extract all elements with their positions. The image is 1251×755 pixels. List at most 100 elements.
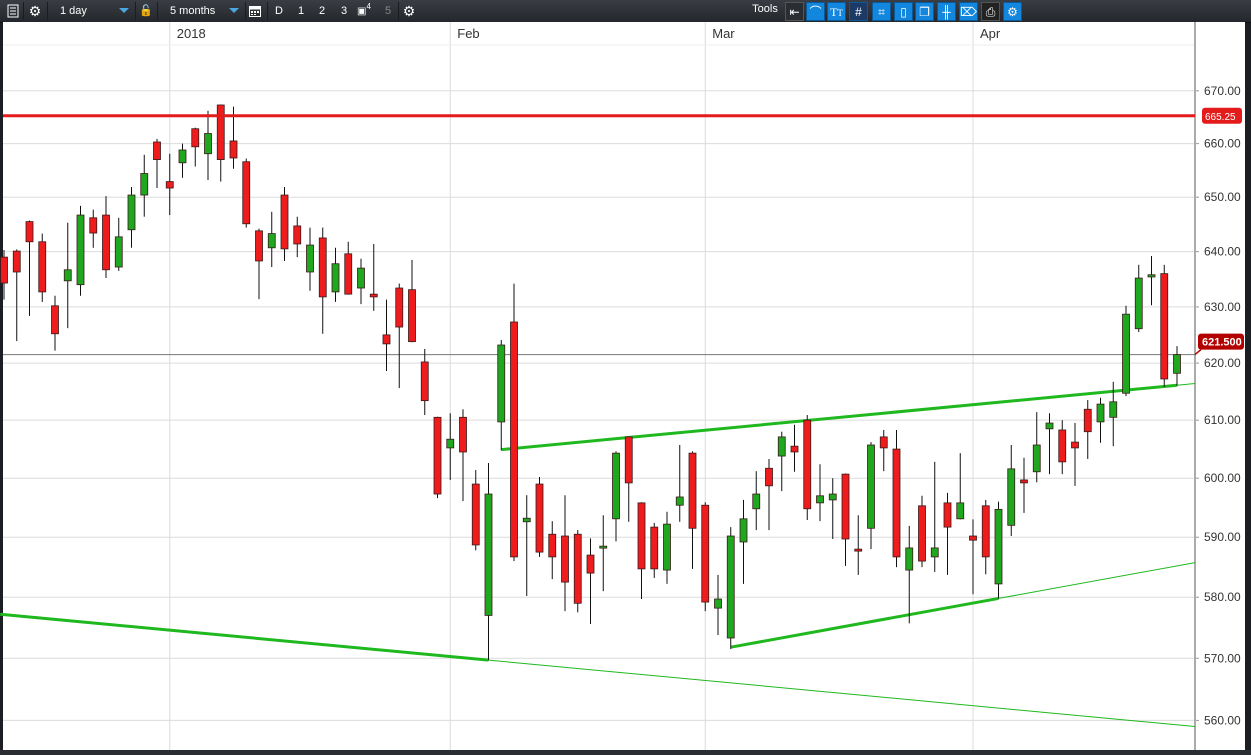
candle-body-up [522,517,531,523]
candle [548,521,557,580]
candle [1122,305,1130,397]
text-icon[interactable]: TT [827,2,846,21]
tag-icon[interactable]: ⌦ [959,2,978,21]
grid-icon[interactable]: # [849,2,868,21]
layers-icon[interactable]: ❐ [915,2,934,21]
candle-body-down [1020,479,1028,484]
candle-body-down [408,289,416,343]
candle [382,299,391,372]
horizontal-line-label: 665.25 [1205,112,1236,123]
candle-body-up [956,502,965,520]
candle-body-down [25,221,34,243]
chevron-down-icon[interactable] [229,8,239,13]
candle [433,416,442,499]
candlestick-chart[interactable]: 670.00 660.00 650.00 640.00 630.00 620.00 610.… [0,22,1251,750]
candle [102,196,110,279]
candle-body-up [140,173,149,196]
candle [63,222,72,329]
candle [484,463,493,661]
candle [1109,381,1118,447]
period-button-2[interactable]: 2 [318,5,326,17]
candle [918,495,926,568]
candle [726,527,735,650]
candle-body-up [484,493,493,616]
candle [752,471,761,531]
save-icon: ▣ [357,6,367,17]
period-button-5[interactable]: 5 [384,5,392,17]
candle-body-down [892,448,901,558]
gear-icon[interactable]: ⚙ [28,3,42,19]
candle-body-down [1160,273,1169,380]
bars-icon[interactable]: ╫ [937,2,956,21]
candle-body-down [803,419,812,510]
candle [127,186,136,248]
period-button-d[interactable]: D [275,5,283,17]
candle [1007,445,1016,537]
candle-body-down [191,128,200,148]
chevron-down-icon[interactable] [119,8,129,13]
candle [12,249,21,342]
candle [114,217,123,271]
candle-body-up [663,523,671,571]
candle-body-down [586,554,595,574]
candle [1173,346,1181,386]
interval-value: 1 day [60,5,87,17]
candle [140,154,149,217]
candle-body-down [433,416,442,495]
candle [1147,256,1156,306]
period-button-3[interactable]: 3 [340,5,348,17]
back-arrow-icon[interactable]: ⇤ [785,2,804,21]
current-price-label: 621.500 [1202,337,1242,349]
interval-select[interactable]: 1 day [50,2,135,20]
grid-pencil-icon[interactable]: ⌗ [872,2,891,21]
candle-body-down [969,535,977,541]
list-icon[interactable] [4,2,22,20]
candle [803,414,812,520]
month-label: Feb [457,26,479,41]
candle-body-up [63,269,72,282]
candle-body-down [420,361,429,402]
candle [510,283,518,562]
lock-icon[interactable]: 🔓 [139,5,153,17]
y-tick-label: 650.00 [1204,190,1241,204]
candle [497,339,506,451]
candle [280,186,289,261]
candle [981,499,990,575]
candle-body-up [76,214,85,286]
gear-icon[interactable]: ⚙ [402,3,416,19]
scrollbar[interactable] [0,750,1251,755]
candle-body-up [777,436,786,457]
candle-body-down [255,230,263,262]
curve-icon[interactable]: ⌒ [806,2,825,21]
candle-body-down [981,505,990,558]
range-select[interactable]: 5 months [160,2,245,20]
candle [306,227,314,291]
candle [1083,400,1092,459]
candle [331,247,340,302]
print-icon[interactable]: ⎙ [981,2,1000,21]
candle-body-up [994,508,1003,585]
candle-body-down [688,452,697,529]
period-button-4[interactable]: ▣4 [354,2,374,20]
trendline [730,596,999,649]
candle-body-up [1096,403,1105,423]
candle-body-down [382,334,391,345]
candle-body-up [905,547,914,571]
settings-icon[interactable]: ⚙ [1003,2,1022,21]
candle-body-down [701,504,710,603]
horizontal-line-badge [1202,107,1242,124]
candle [905,525,914,624]
calendar-icon[interactable] [247,2,263,20]
candle-body-up [114,236,123,268]
candle-body-up [867,444,875,529]
candle-body-down [1058,429,1067,463]
candle-body-down [216,104,225,160]
trendline [0,612,489,662]
y-tick-label: 660.00 [1204,137,1241,151]
candle [561,495,569,612]
period-button-1[interactable]: 1 [297,5,305,17]
candle [1160,264,1169,387]
candle-icon[interactable]: ▯ [894,2,913,21]
trendline-extension [998,562,1196,599]
candle-body-down [38,241,47,293]
